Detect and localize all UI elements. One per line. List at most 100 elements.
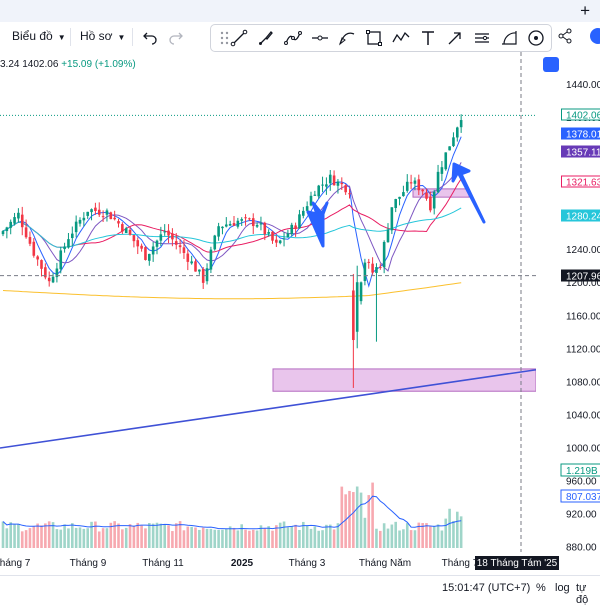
- y-tick-label: 1160.00: [566, 311, 600, 322]
- candle-body: [183, 247, 186, 253]
- date-badge-text: 18 Tháng Tám '25: [477, 558, 558, 569]
- x-tick-label: Tháng Năm: [359, 558, 411, 569]
- candle-body: [333, 175, 336, 185]
- volume-bar: [213, 530, 216, 548]
- volume-bar: [244, 530, 247, 548]
- volume-bar: [406, 523, 409, 548]
- volume-bar: [2, 522, 5, 548]
- volume-bar: [106, 528, 109, 548]
- volume-bar: [402, 529, 405, 548]
- candle-body: [260, 223, 263, 224]
- volume-bar: [425, 523, 428, 548]
- volume-bar: [210, 529, 213, 548]
- volume-bar: [187, 527, 190, 548]
- x-tick-label: Tháng 3: [289, 558, 326, 569]
- volume-bar: [256, 531, 259, 548]
- y-tick-label: 1040.00: [566, 410, 600, 421]
- candle-body: [394, 199, 397, 208]
- annotations-layer: [0, 164, 562, 448]
- candle-body: [344, 185, 347, 192]
- candle-body: [287, 233, 290, 237]
- candle-body: [441, 167, 444, 174]
- candle-body: [298, 214, 301, 228]
- volume-bar: [129, 524, 132, 548]
- volume-bar: [290, 526, 293, 548]
- candle-body: [13, 217, 16, 224]
- volume-bar: [6, 528, 9, 548]
- volume-bar: [133, 526, 136, 548]
- volume-bar: [329, 525, 332, 548]
- candle-body: [402, 192, 405, 196]
- auto-scale-button: [543, 57, 559, 72]
- price-badge-text: 1378.01: [566, 130, 600, 141]
- candle-body: [252, 218, 255, 226]
- volume-bar: [40, 525, 43, 548]
- candle-body: [25, 227, 28, 237]
- volume-bar: [448, 509, 451, 548]
- candle-body: [163, 231, 166, 232]
- volume-bar: [171, 531, 174, 548]
- candle-body: [356, 282, 359, 332]
- y-tick-label: 920.00: [566, 509, 597, 520]
- volume-bar: [333, 529, 336, 548]
- volume-bar: [152, 524, 155, 548]
- volume-bar: [233, 528, 236, 548]
- candle-body: [79, 220, 82, 224]
- support-zone: [273, 369, 536, 391]
- volume-bar: [71, 523, 74, 548]
- candle-body: [225, 225, 228, 227]
- status-bar: 15:01:47 (UTC+7) % log tự độ: [0, 575, 600, 601]
- price-badge-text: 1321.63: [566, 178, 600, 189]
- candle-body: [329, 175, 332, 184]
- candle-body: [256, 225, 259, 227]
- candle-body: [52, 277, 55, 283]
- volume-bar: [325, 525, 328, 548]
- price-badge: 1402.06: [562, 109, 600, 122]
- candle-body: [140, 246, 143, 249]
- candle-body: [302, 211, 305, 216]
- candle-body: [129, 230, 132, 235]
- volume-bar: [414, 530, 417, 548]
- candle-body: [194, 261, 197, 271]
- volume-bar: [394, 522, 397, 548]
- candle-body: [283, 238, 286, 239]
- volume-bar: [25, 530, 28, 548]
- volume-bar: [125, 528, 128, 548]
- candle-body: [106, 210, 109, 214]
- auto-toggle[interactable]: tự độ: [576, 582, 600, 606]
- volume-bar: [167, 525, 170, 548]
- candle-body: [121, 224, 124, 231]
- price-badge: 1378.01: [561, 128, 600, 141]
- candle-body: [198, 270, 201, 272]
- candle-body: [160, 234, 163, 240]
- price-badge-text: 1402.06: [566, 111, 600, 122]
- candle-body: [86, 212, 89, 216]
- candle-body: [306, 206, 309, 211]
- volume-bar: [321, 530, 324, 548]
- volume-bar: [9, 522, 12, 548]
- volume-bar: [240, 524, 243, 548]
- candle-body: [383, 242, 386, 267]
- candle-body: [460, 120, 463, 127]
- volume-bar: [352, 492, 355, 548]
- candle-body: [317, 186, 320, 197]
- volume-bar: [194, 528, 197, 548]
- volume-bar: [21, 531, 24, 548]
- volume-bar: [267, 526, 270, 548]
- percent-toggle[interactable]: %: [536, 582, 546, 594]
- log-toggle[interactable]: log: [555, 582, 570, 594]
- candle-body: [144, 247, 147, 260]
- volume-bar: [29, 528, 32, 548]
- candle-body: [17, 213, 20, 219]
- candle-body: [217, 226, 220, 236]
- candle-body: [229, 224, 232, 226]
- candle-body: [33, 242, 36, 256]
- volume-bar: [433, 526, 436, 548]
- volume-bar: [113, 521, 116, 548]
- candle-body: [75, 222, 78, 232]
- volume-bar: [410, 530, 413, 548]
- volume-bar: [63, 524, 66, 548]
- candle-body: [83, 218, 86, 221]
